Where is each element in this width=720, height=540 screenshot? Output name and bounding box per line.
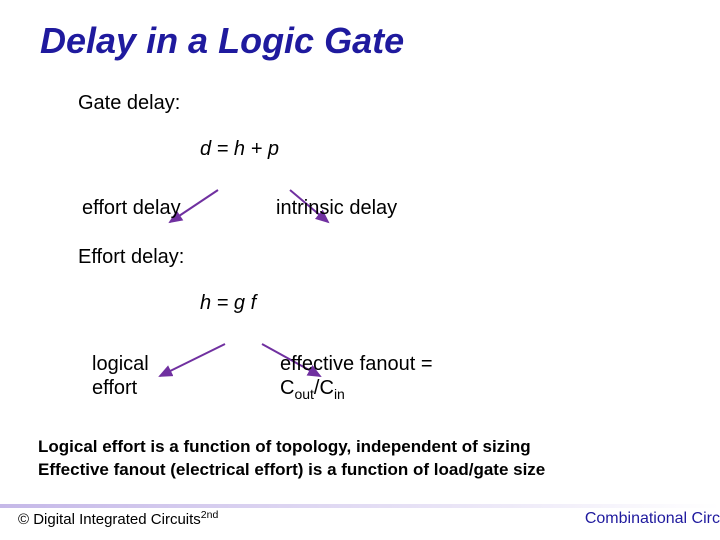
fanout-cin: C [319,377,333,399]
footer-left-sup: 2nd [201,509,219,521]
gate-delay-label: Gate delay: [78,92,720,115]
footer-left-text: © Digital Integrated Circuits [18,511,201,528]
logical-effort-sublabel: logical effort [92,352,149,400]
slide-title: Delay in a Logic Gate [0,0,720,62]
note-line-2: Effective fanout (electrical effort) is … [38,460,545,479]
fanout-sub-in: in [334,386,345,402]
effort-delay-sublabel: effort delay [82,197,181,220]
content-area: Gate delay: d = h + p effort delay intri… [0,62,720,115]
logical-effort-text: logical effort [92,353,149,399]
footer-copyright: © Digital Integrated Circuits2nd [18,509,218,528]
equation-d-h-p: d = h + p [200,138,279,161]
note-line-1: Logical effort is a function of topology… [38,437,531,456]
equation-h-g-f: h = g f [200,292,256,315]
footer-gradient-bar [0,504,720,508]
notes-block: Logical effort is a function of topology… [38,436,545,482]
intrinsic-delay-sublabel: intrinsic delay [276,197,397,220]
fanout-line1: effective fanout = [280,353,433,375]
footer-section-label: Combinational Circ [585,510,720,528]
effective-fanout-sublabel: effective fanout = Cout/Cin [280,352,433,403]
fanout-cout: C [280,377,294,399]
effort-delay-heading: Effort delay: [78,246,184,269]
fanout-sub-out: out [294,386,313,402]
arrow-to-logical-effort [160,344,225,376]
